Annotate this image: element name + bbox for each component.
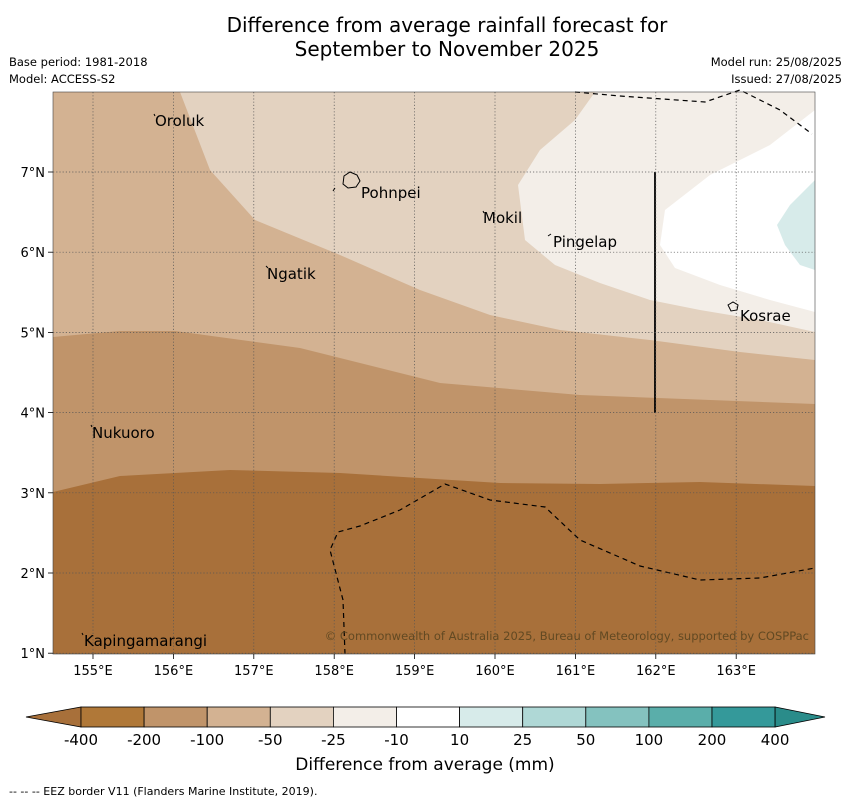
map-fill-layers bbox=[53, 92, 815, 654]
colorbar bbox=[25, 706, 826, 728]
label-oroluk: Oroluk bbox=[155, 112, 204, 130]
pohnpei-minor-islet bbox=[332, 187, 336, 192]
kapingamarangi-islet bbox=[81, 632, 84, 636]
colorbar-segment bbox=[522, 706, 587, 728]
island-shapes bbox=[81, 113, 739, 636]
mokil-islet bbox=[482, 210, 485, 214]
band-minus-10 bbox=[660, 110, 815, 312]
eez-border-south bbox=[329, 483, 816, 655]
longitude-tick-label: 163°E bbox=[716, 664, 756, 679]
ngatik-islet bbox=[265, 265, 269, 269]
pingelap-islet bbox=[547, 233, 552, 237]
colorbar-segment bbox=[459, 706, 524, 728]
longitude-tick-label: 159°E bbox=[395, 664, 435, 679]
colorbar-segment bbox=[396, 706, 460, 728]
label-pohnpei: Pohnpei bbox=[361, 184, 421, 202]
latitude-tick-label: 5°N bbox=[21, 326, 46, 341]
colorbar-tick-label: 200 bbox=[698, 731, 727, 749]
longitude-tick-label: 155°E bbox=[73, 664, 113, 679]
longitude-axis: 155°E 156°E 157°E 158°E 159°E 160°E 161°E 162°E… bbox=[73, 654, 756, 679]
label-pingelap: Pingelap bbox=[553, 233, 617, 251]
band-minus-400 bbox=[53, 470, 815, 654]
longitude-tick-label: 161°E bbox=[556, 664, 596, 679]
nukuoro-islet bbox=[90, 424, 93, 428]
graticule bbox=[53, 92, 815, 654]
place-labels: Oroluk Pohnpei Mokil Pingelap Ngatik Kos… bbox=[84, 112, 791, 650]
latitude-tick-label: 3°N bbox=[21, 487, 46, 502]
colorbar-tick-label: -200 bbox=[127, 731, 161, 749]
oroluk-islet bbox=[153, 113, 156, 117]
longitude-tick-label: 162°E bbox=[636, 664, 676, 679]
colorbar-segment bbox=[80, 706, 145, 728]
label-kapingamarangi: Kapingamarangi bbox=[84, 632, 207, 650]
latitude-tick-label: 4°N bbox=[21, 407, 46, 422]
colorbar-labels: -400 -200 -100 -50 -25 -10 10 25 50 100 200 400 bbox=[64, 731, 789, 749]
label-kosrae: Kosrae bbox=[740, 307, 791, 325]
colorbar-tick-label: -25 bbox=[321, 731, 346, 749]
eez-legend-note: -- -- -- EEZ border V11 (Flanders Marine… bbox=[9, 785, 318, 798]
longitude-tick-label: 158°E bbox=[314, 664, 354, 679]
colorbar-tick-label: 50 bbox=[576, 731, 595, 749]
colorbar-tick-label: 100 bbox=[635, 731, 664, 749]
colorbar-tick-label: 400 bbox=[761, 731, 790, 749]
copyright-text: © Commonwealth of Australia 2025, Bureau… bbox=[325, 629, 809, 643]
title-line-2: September to November 2025 bbox=[294, 37, 600, 61]
kosrae-island bbox=[727, 301, 739, 312]
colorbar-tick-label: -100 bbox=[190, 731, 224, 749]
model-info: Base period: 1981-2018 Model: ACCESS-S2 bbox=[9, 54, 148, 88]
colorbar-title: Difference from average (mm) bbox=[295, 755, 555, 775]
longitude-tick-label: 157°E bbox=[234, 664, 274, 679]
latitude-tick-label: 7°N bbox=[21, 166, 46, 181]
label-mokil: Mokil bbox=[483, 209, 522, 227]
map-title: Difference from average rainfall forecas… bbox=[0, 13, 850, 61]
title-line-1: Difference from average rainfall forecas… bbox=[226, 13, 668, 37]
eez-borders bbox=[329, 89, 816, 655]
map-frame bbox=[52, 91, 816, 655]
colorbar-extend-low bbox=[25, 706, 82, 728]
colorbar-segment bbox=[648, 706, 713, 728]
longitude-tick-label: 160°E bbox=[475, 664, 515, 679]
model-name-text: Model: ACCESS-S2 bbox=[9, 72, 116, 86]
colorbar-tick-label: -50 bbox=[258, 731, 283, 749]
pohnpei-island bbox=[342, 171, 361, 189]
base-period-text: Base period: 1981-2018 bbox=[9, 55, 148, 69]
colorbar-tick-label: -400 bbox=[64, 731, 98, 749]
label-nukuoro: Nukuoro bbox=[92, 424, 155, 442]
colorbar-tick-label: -10 bbox=[384, 731, 409, 749]
run-info: Model run: 25/08/2025 Issued: 27/08/2025 bbox=[711, 54, 842, 88]
colorbar-segment bbox=[269, 706, 334, 728]
colorbar-tick-label: 25 bbox=[513, 731, 532, 749]
model-run-text: Model run: 25/08/2025 bbox=[710, 55, 842, 69]
colorbar-segment bbox=[711, 706, 776, 728]
label-ngatik: Ngatik bbox=[267, 265, 316, 283]
latitude-axis: 7°N 6°N 5°N 4°N 3°N 2°N 1°N bbox=[21, 166, 53, 662]
eez-border-north bbox=[574, 89, 813, 135]
latitude-tick-label: 6°N bbox=[21, 246, 46, 261]
colorbar-segment bbox=[206, 706, 271, 728]
colorbar-segment bbox=[585, 706, 650, 728]
latitude-tick-label: 1°N bbox=[21, 647, 46, 662]
band-plus-10 bbox=[777, 180, 815, 270]
colorbar-tick-label: 10 bbox=[450, 731, 469, 749]
colorbar-segment bbox=[332, 706, 397, 728]
colorbar-segment bbox=[143, 706, 208, 728]
issued-date-text: Issued: 27/08/2025 bbox=[731, 72, 842, 86]
longitude-tick-label: 156°E bbox=[154, 664, 194, 679]
colorbar-extend-high bbox=[774, 706, 826, 728]
latitude-tick-label: 2°N bbox=[21, 567, 46, 582]
